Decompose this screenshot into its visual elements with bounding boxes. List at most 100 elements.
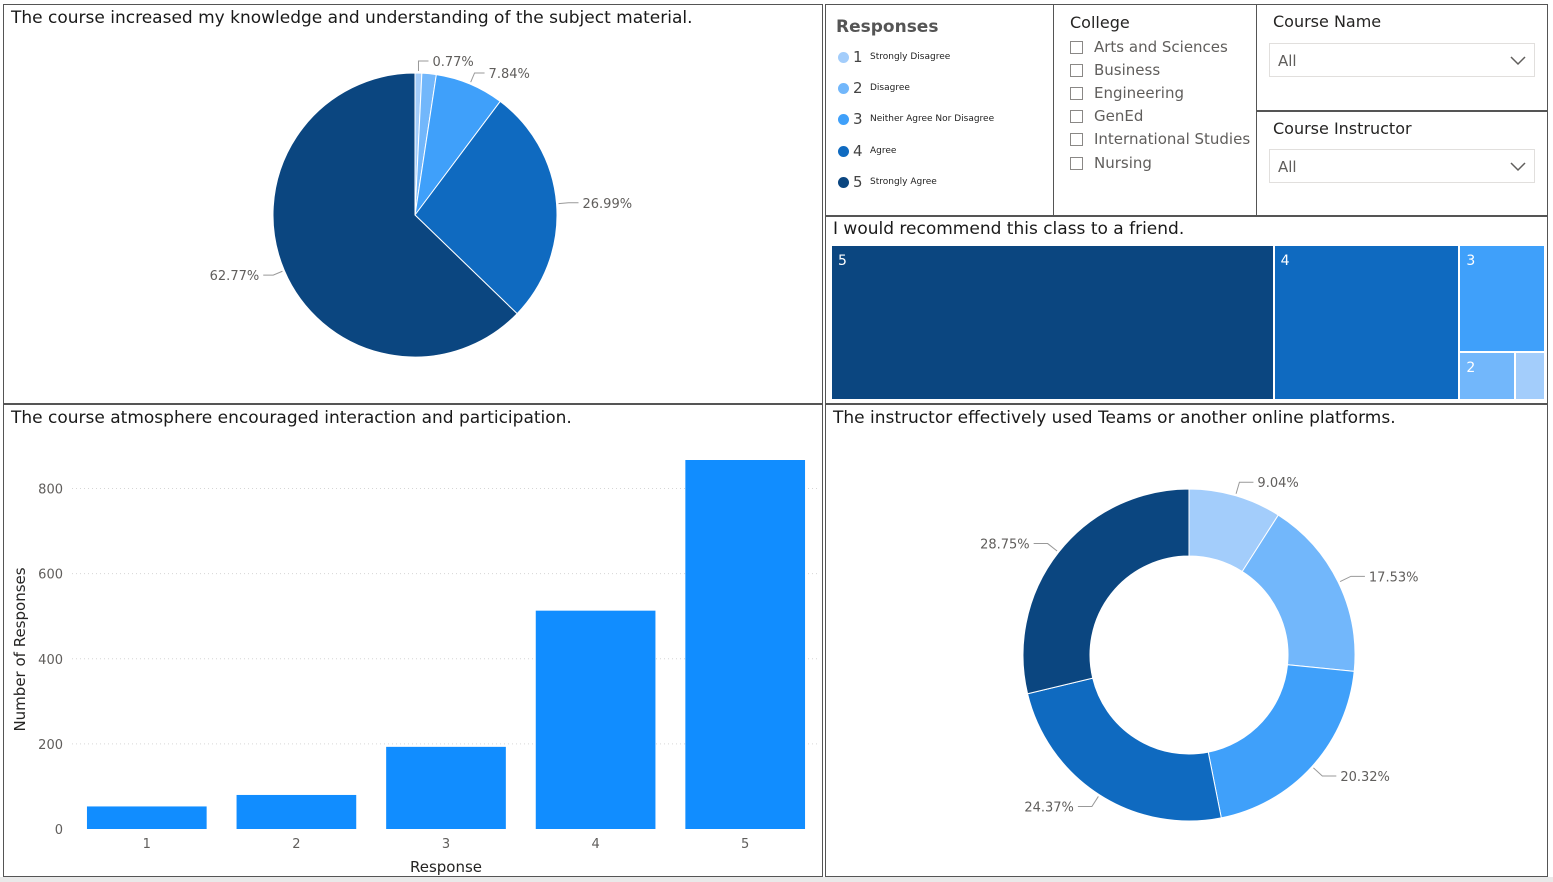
legend-number: 3 [853, 110, 863, 128]
college-option-label: Arts and Sciences [1094, 38, 1228, 56]
legend-label: Disagree [870, 83, 910, 93]
college-option-label: Engineering [1094, 84, 1184, 102]
legend-item[interactable]: 4 Agree [838, 142, 896, 160]
college-option[interactable]: GenEd [1070, 106, 1143, 126]
donut-data-label: 28.75% [980, 538, 1030, 553]
donut-leader-line [1313, 767, 1337, 777]
legend-number: 1 [853, 48, 863, 66]
course-instructor-title: Course Instructor [1273, 119, 1412, 138]
donut-leader-line [1077, 796, 1099, 808]
course-instructor-dropdown[interactable]: All [1269, 149, 1535, 183]
college-option[interactable]: Arts and Sciences [1070, 37, 1228, 57]
legend-item[interactable]: 5 Strongly Agree [838, 173, 937, 191]
donut-slice[interactable] [1022, 488, 1190, 695]
course-name-value: All [1278, 52, 1297, 70]
donut-visual: The instructor effectively used Teams or… [825, 404, 1548, 877]
legend-title: Responses [836, 17, 939, 37]
chevron-down-icon [1510, 56, 1526, 66]
treemap-tile-label: 4 [1280, 253, 1290, 269]
pie-leader-line [417, 60, 429, 72]
checkbox[interactable] [1070, 86, 1083, 100]
course-instructor-value: All [1278, 158, 1297, 176]
college-option-label: GenEd [1094, 107, 1144, 125]
legend-label: Neither Agree Nor Disagree [870, 114, 995, 124]
donut-leader-line [1339, 575, 1365, 583]
responses-legend: Responses 1 Strongly Disagree 2 Disagree 3 Ne… [825, 4, 1054, 216]
college-option-label: Business [1094, 61, 1161, 79]
pie-title: The course increased my knowledge and un… [11, 8, 693, 28]
legend-dot [838, 82, 849, 94]
college-slicer-title: College [1070, 13, 1130, 32]
y-tick-label: 800 [38, 483, 63, 498]
donut-leader-line [1033, 543, 1058, 552]
treemap-tile[interactable]: 5 [832, 246, 1273, 399]
college-option[interactable]: Engineering [1070, 83, 1184, 103]
college-option[interactable]: Nursing [1070, 153, 1152, 173]
legend-dot [838, 113, 849, 125]
bar-chart: 0 200 400 600 800 1 2 3 4 5 Response Number of Resp… [11, 460, 820, 876]
donut-leader-line [1235, 481, 1254, 494]
chevron-down-icon [1510, 162, 1526, 172]
treemap-tile[interactable]: 4 [1274, 246, 1459, 399]
legend-number: 4 [853, 142, 863, 160]
y-tick-label: 200 [38, 738, 63, 753]
pie-slice[interactable] [414, 100, 558, 315]
bar[interactable] [535, 610, 656, 829]
x-tick-label: 3 [442, 837, 450, 852]
bar[interactable] [386, 746, 506, 829]
donut-title: The instructor effectively used Teams or… [833, 408, 1396, 428]
y-tick-label: 0 [55, 823, 63, 838]
pie-data-label: 62.77% [210, 269, 260, 284]
treemap-tile-label: 5 [838, 253, 847, 269]
donut-slice[interactable] [1207, 664, 1355, 819]
pie-data-label: 0.77% [432, 55, 473, 70]
treemap-tile[interactable] [1515, 353, 1544, 399]
legend-dot [838, 145, 849, 157]
donut-data-label: 20.32% [1340, 770, 1390, 785]
bar-title: The course atmosphere encouraged interac… [11, 408, 572, 428]
x-tick-label: 1 [143, 837, 151, 852]
checkbox[interactable] [1070, 109, 1083, 123]
legend-label: Strongly Disagree [870, 52, 951, 62]
donut-chart: 9.04% 17.53% 20.32% 24.37% 28.75% [980, 476, 1419, 822]
legend-number: 2 [853, 79, 863, 97]
x-tick-label: 2 [292, 837, 300, 852]
bar[interactable] [86, 806, 207, 829]
checkbox[interactable] [1070, 40, 1083, 54]
bar[interactable] [236, 794, 357, 829]
legend-item[interactable]: 3 Neither Agree Nor Disagree [838, 110, 994, 128]
x-axis-title: Response [410, 858, 482, 876]
college-option-label: International Studies [1094, 130, 1251, 148]
course-name-dropdown[interactable]: All [1269, 43, 1535, 77]
course-instructor-slicer: Course Instructor All [1256, 111, 1548, 216]
legend-dot [838, 51, 849, 63]
treemap-chart: 5 4 3 2 [832, 246, 1546, 401]
canvas-bottom-strip [0, 877, 1553, 882]
treemap-visual: I would recommend this class to a friend… [825, 216, 1548, 404]
course-name-title: Course Name [1273, 12, 1382, 31]
bar-visual: The course atmosphere encouraged interac… [3, 404, 823, 877]
checkbox[interactable] [1070, 132, 1083, 146]
donut-slice[interactable] [1026, 677, 1222, 822]
college-option[interactable]: Business [1070, 60, 1160, 80]
course-name-slicer: Course Name All [1256, 4, 1548, 111]
treemap-tile-label: 3 [1466, 253, 1476, 269]
legend-item[interactable]: 2 Disagree [838, 79, 910, 97]
checkbox[interactable] [1070, 156, 1083, 170]
treemap-tile[interactable]: 3 [1460, 246, 1544, 352]
bar[interactable] [685, 460, 806, 829]
donut-data-label: 17.53% [1369, 570, 1419, 585]
treemap-tile-label: 2 [1466, 360, 1476, 377]
legend-item[interactable]: 1 Strongly Disagree [838, 48, 950, 66]
y-tick-label: 400 [38, 653, 63, 668]
y-tick-label: 600 [38, 568, 63, 583]
donut-data-label: 9.04% [1257, 476, 1298, 491]
pie-slice[interactable] [272, 72, 518, 358]
donut-data-label: 24.37% [1024, 801, 1074, 816]
pie-leader-line [263, 270, 283, 276]
treemap-tile[interactable]: 2 [1460, 353, 1514, 399]
college-option-label: Nursing [1094, 154, 1152, 172]
college-option[interactable]: International Studies [1070, 129, 1250, 149]
pie-chart: 0.77% 7.84% 26.99% 62.77% [210, 55, 632, 358]
checkbox[interactable] [1070, 63, 1083, 77]
